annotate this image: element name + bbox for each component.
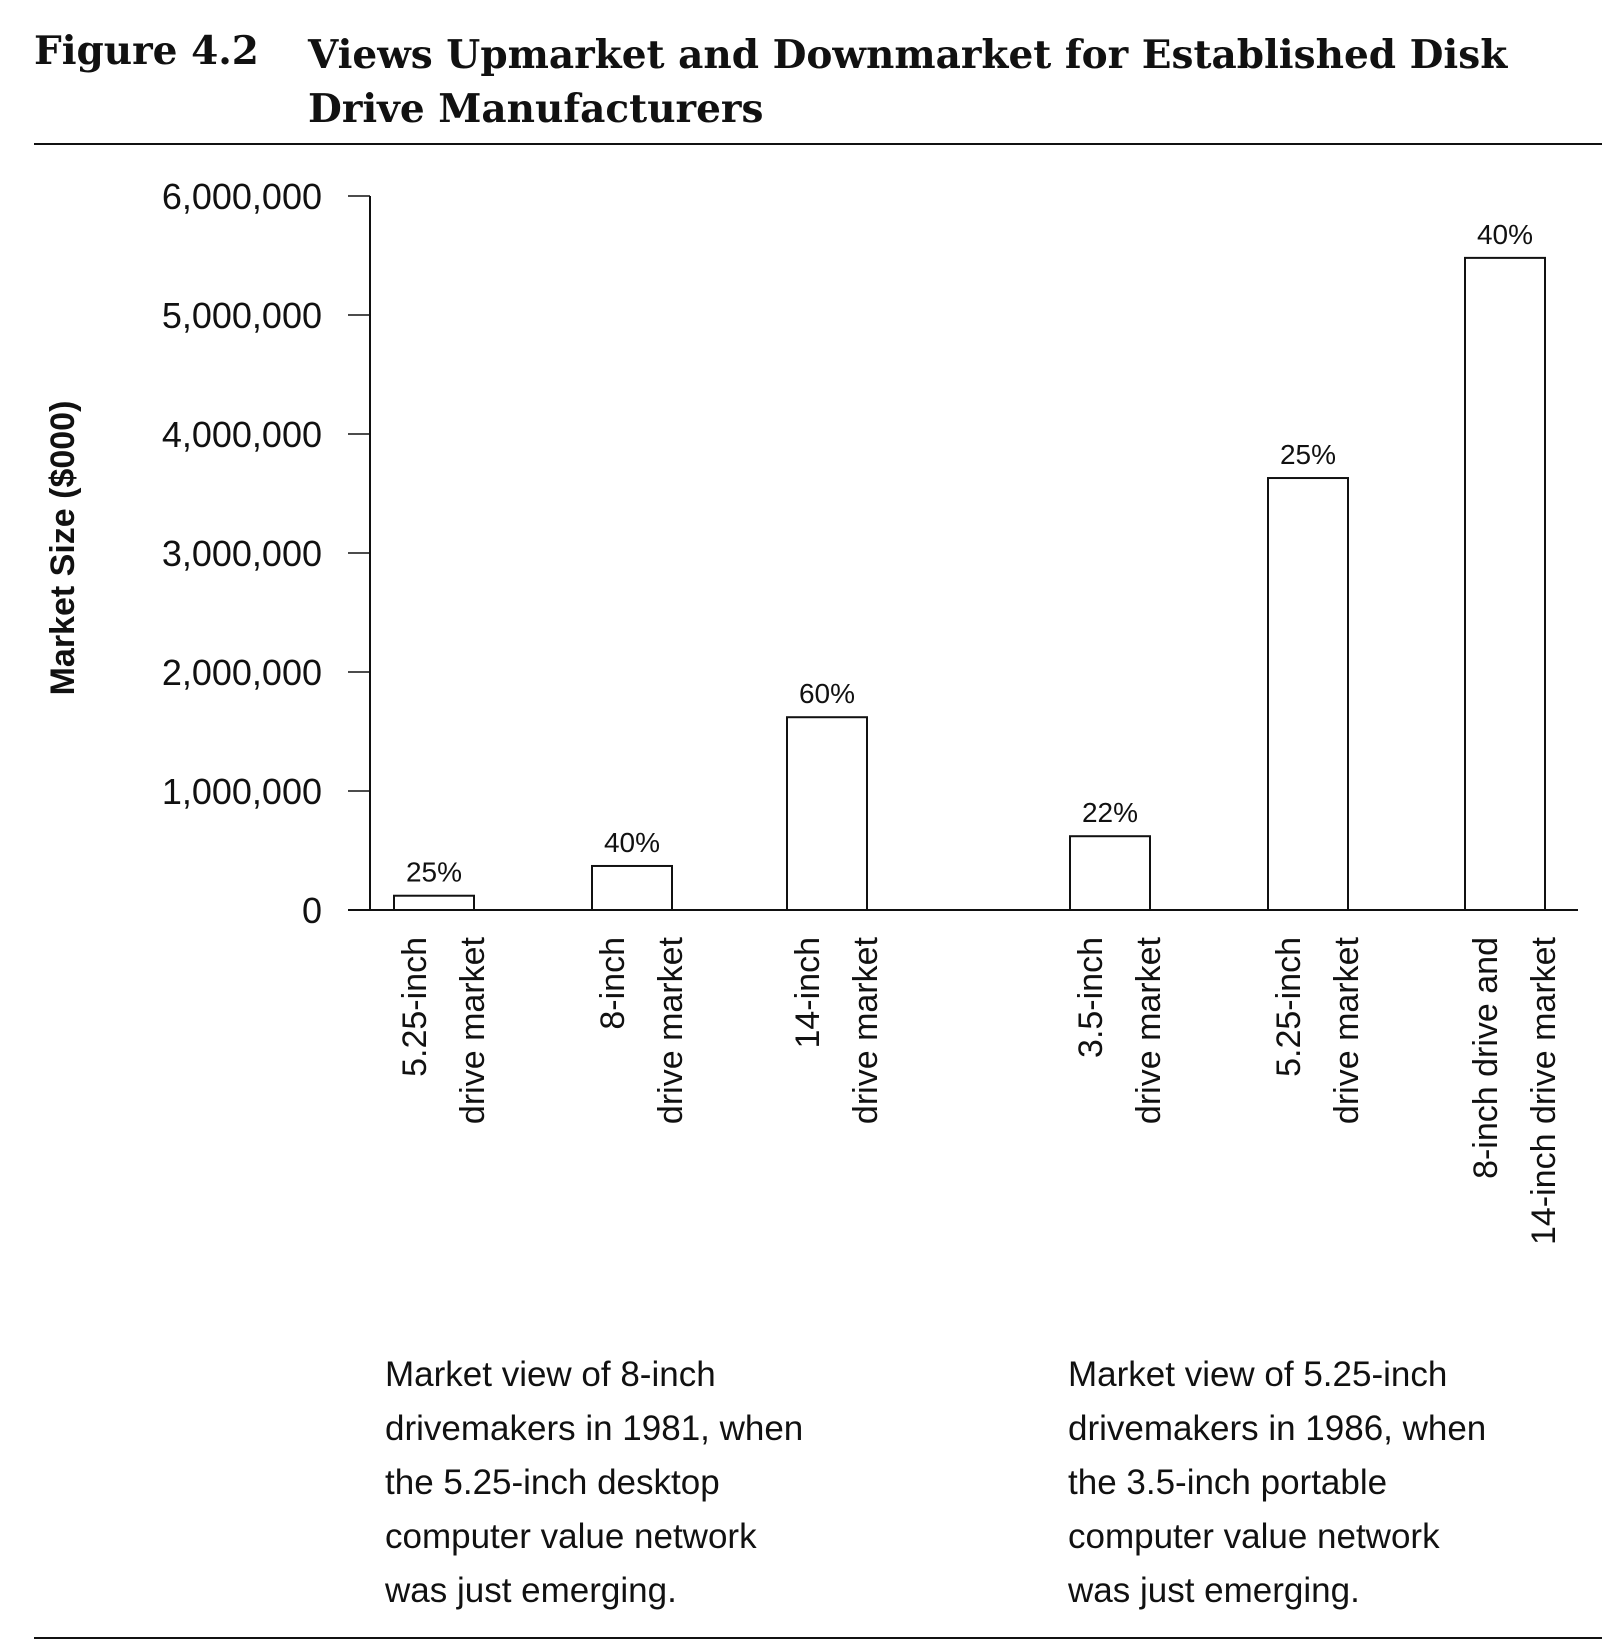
bottom-rule (34, 1637, 1602, 1639)
category-label: 5.25-inch (396, 937, 434, 1077)
category-label: 14-inch (789, 937, 827, 1049)
y-tick-label: 0 (302, 890, 322, 931)
y-tick-label: 5,000,000 (162, 295, 322, 336)
bar (1464, 256, 1546, 911)
y-tick-label: 3,000,000 (162, 533, 322, 574)
category-label: drive market (847, 936, 885, 1124)
bar (1267, 477, 1349, 911)
y-tick-label: 2,000,000 (162, 652, 322, 693)
y-ticks: 0 1,000,000 2,000,000 3,000,000 4,000,000 5,0… (162, 176, 370, 931)
data-label: 40% (1477, 219, 1533, 250)
bar (1069, 835, 1151, 911)
category-labels: 5.25-inch drive market 8-inch drive market 1… (396, 936, 1563, 1245)
y-axis-label: Market Size ($000) (44, 401, 82, 696)
top-rule (34, 143, 1602, 145)
figure-label: Figure 4.2 (34, 28, 259, 74)
category-label: 8-inch drive and (1467, 937, 1505, 1179)
data-label: 40% (604, 827, 660, 858)
category-label: drive market (1328, 936, 1366, 1124)
data-label: 60% (799, 678, 855, 709)
category-label: 3.5-inch (1072, 937, 1110, 1058)
category-label: drive market (1130, 936, 1168, 1124)
category-label: drive market (454, 936, 492, 1124)
category-label: 5.25-inch (1270, 937, 1308, 1077)
data-labels: 25% 40% 60% 22% 25% 40% (406, 219, 1533, 888)
figure-title: Views Upmarket and Downmarket for Establ… (308, 32, 1508, 132)
data-label: 25% (1280, 439, 1336, 470)
caption-left: Market view of 8-inch drivemakers in 198… (385, 1355, 804, 1610)
y-tick-label: 1,000,000 (162, 771, 322, 812)
chart-axes (348, 196, 1578, 911)
caption-right: Market view of 5.25-inch drivemakers in … (1068, 1355, 1487, 1610)
category-label: drive market (652, 936, 690, 1124)
category-label: 8-inch (594, 937, 632, 1030)
category-label: 14-inch drive market (1525, 936, 1563, 1245)
y-tick-label: 4,000,000 (162, 414, 322, 455)
y-tick-label: 6,000,000 (162, 176, 322, 217)
data-label: 25% (406, 857, 462, 888)
bar (786, 716, 868, 911)
bars (393, 256, 1546, 911)
bar (591, 864, 673, 911)
bar-chart: 0 1,000,000 2,000,000 3,000,000 4,000,000 5,0… (44, 176, 1578, 1245)
data-label: 22% (1082, 797, 1138, 828)
bar (393, 894, 475, 911)
